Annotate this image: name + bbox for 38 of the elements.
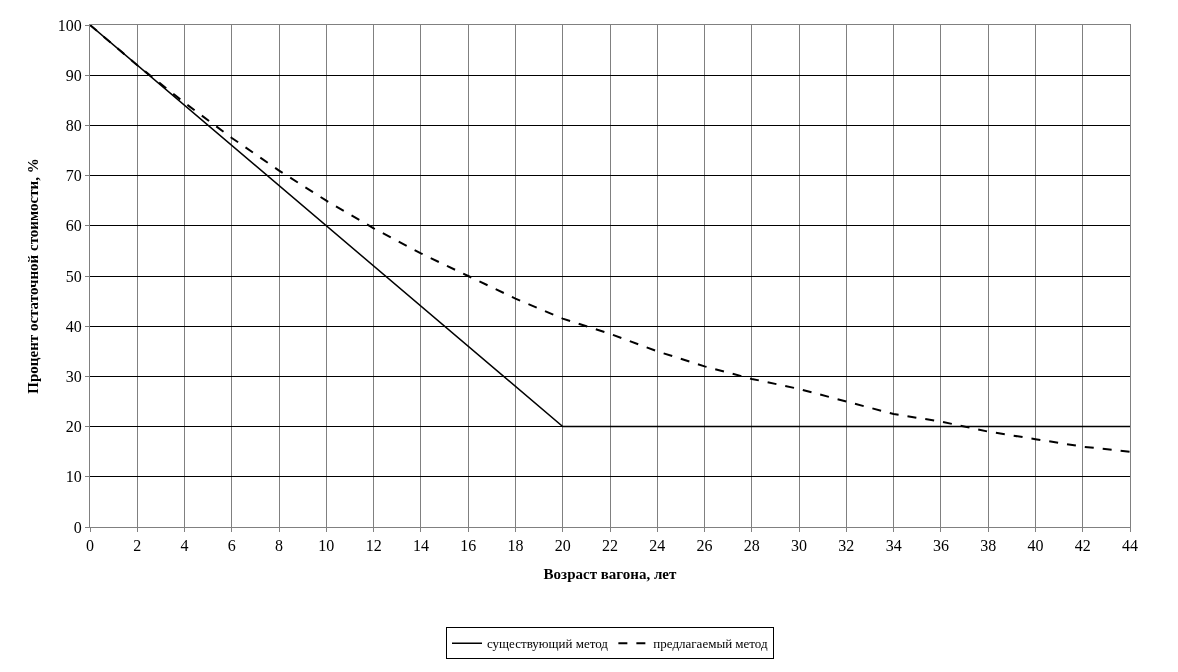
x-tick-label: 16 [460,537,477,555]
x-tick-label: 26 [696,537,713,555]
y-tick-label: 100 [57,16,82,34]
y-tick-label: 70 [65,167,82,185]
x-tick-label: 32 [838,537,855,555]
x-tick-label: 4 [180,537,189,555]
x-tick-label: 14 [412,537,429,555]
x-tick-label: 8 [275,537,284,555]
y-tick-label: 90 [65,66,82,84]
legend-label: существующий метод [487,636,609,652]
x-tick-label: 2 [133,537,142,555]
y-tick-label: 80 [65,117,82,134]
x-tick-label: 44 [1122,537,1138,555]
x-tick-label: 18 [507,537,524,555]
x-tick-label: 20 [554,537,571,555]
y-tick-label: 0 [73,518,82,536]
x-tick-label: 30 [791,537,808,555]
x-tick-label: 24 [649,537,666,555]
x-axis-title: Возраст вагона, лет [543,566,678,583]
x-tick-label: 6 [227,537,236,555]
x-tick-label: 28 [743,537,760,555]
y-tick-label: 30 [65,368,82,385]
x-tick-label: 34 [885,537,902,555]
legend-label: предлагаемый метод [653,636,768,652]
x-tick-label: 42 [1074,537,1091,555]
x-tick-label: 10 [318,537,335,555]
x-tick-label: 38 [980,537,997,555]
y-tick-label: 50 [65,267,82,285]
y-tick-label: 60 [65,217,82,235]
x-tick-label: 0 [86,537,94,555]
y-axis-title: Процент остаточной стоимости, % [25,158,42,394]
x-tick-label: 12 [365,537,382,555]
y-tick-label: 10 [65,468,82,486]
x-tick-label: 22 [602,537,618,555]
x-tick-label: 36 [932,537,949,555]
y-tick-label: 40 [65,317,82,335]
x-tick-label: 40 [1027,537,1044,555]
y-tick-label: 20 [65,418,82,436]
